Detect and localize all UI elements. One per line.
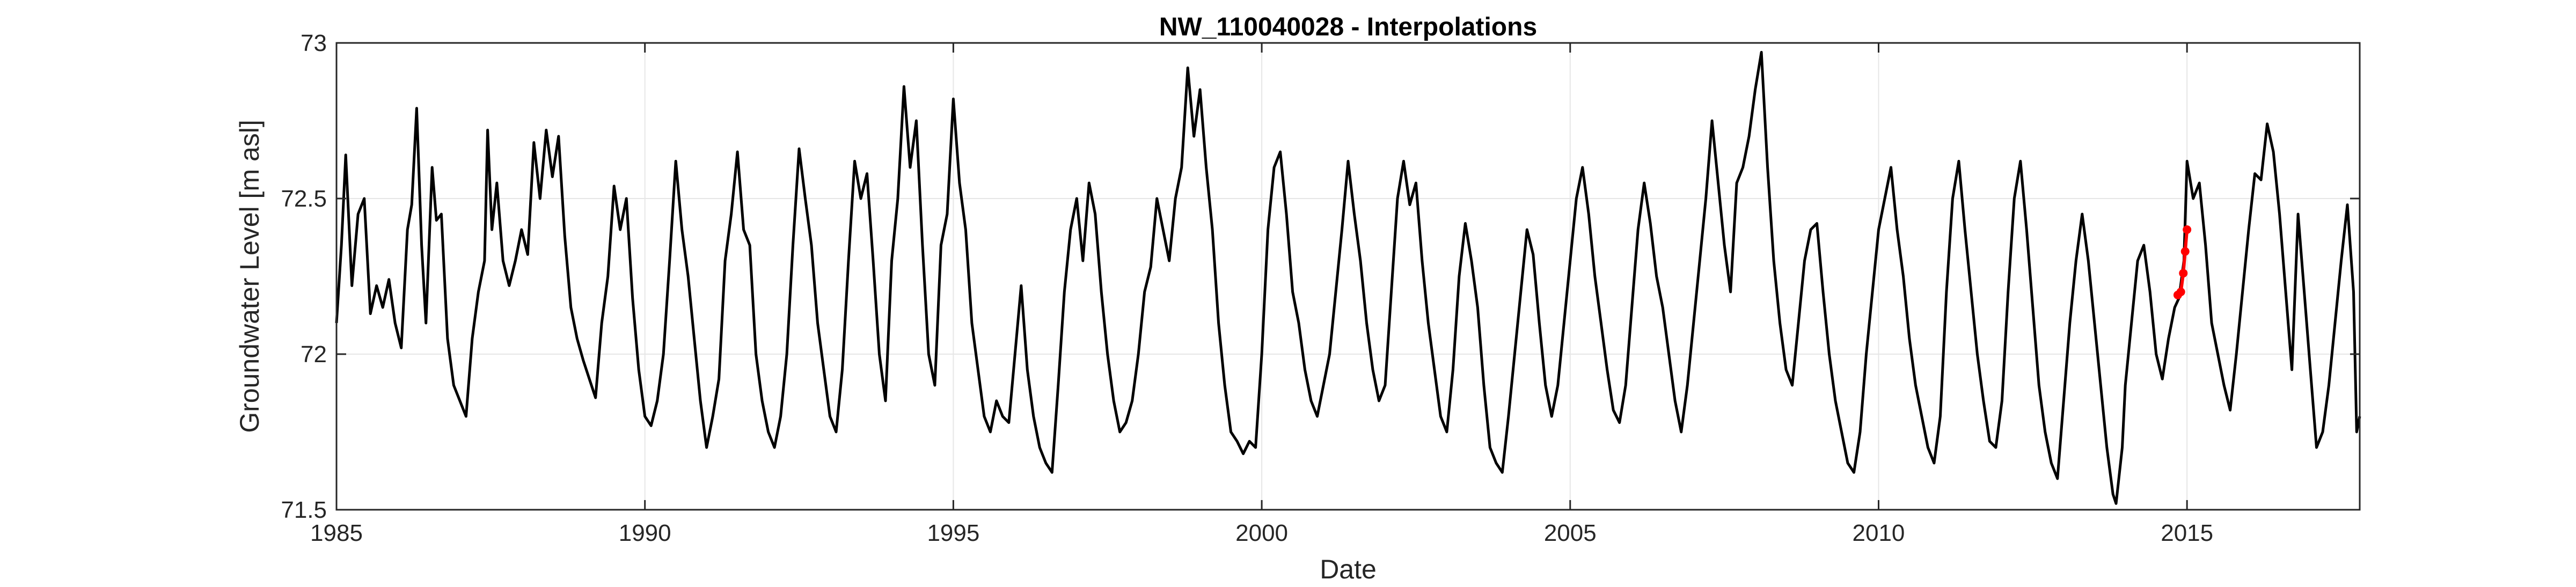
y-tick-label: 71.5 [281, 497, 327, 523]
plot-background [336, 43, 2360, 510]
chart-title: NW_110040028 - Interpolations [1159, 13, 1537, 41]
x-tick-label: 2010 [1853, 520, 1905, 546]
y-tick-label: 72.5 [281, 186, 327, 212]
x-tick-label: 1985 [310, 520, 363, 546]
interpolated-point [2180, 247, 2190, 256]
plot-frame [335, 42, 2361, 511]
interpolated-point [2176, 288, 2185, 296]
x-tick-label: 2000 [1235, 520, 1288, 546]
interpolated-point [2179, 269, 2188, 278]
x-tick-label: 1995 [927, 520, 979, 546]
y-tick-label: 73 [301, 30, 327, 56]
interpolated-point [2183, 225, 2192, 234]
x-tick-label: 1990 [619, 520, 671, 546]
x-tick-label: 2005 [1544, 520, 1597, 546]
y-tick-label: 72 [301, 341, 327, 368]
series-layer [335, 50, 2361, 505]
axes: 1985 1990 1995 2000 2005 2010 2015 71.5 72 72.5 73 [281, 30, 2360, 546]
y-axis-title: Groundwater Level [m asl] [235, 120, 265, 433]
series-line-0 [335, 50, 2361, 505]
x-axis-title: Date [1320, 554, 1377, 584]
x-tick-label: 2015 [2161, 520, 2213, 546]
